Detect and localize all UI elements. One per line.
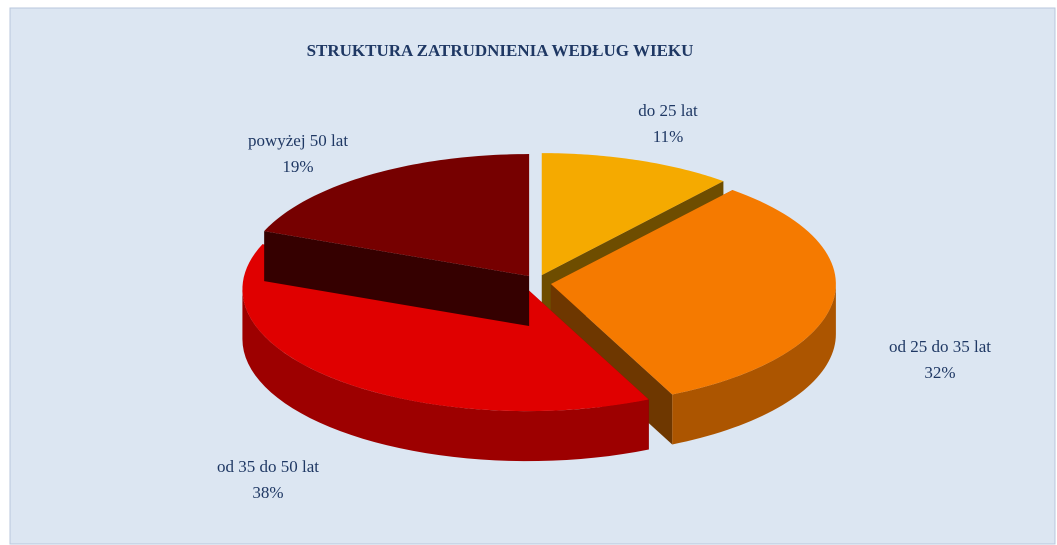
slice-rim [672,284,836,445]
chart-background [9,7,1056,545]
slice-value-label: 32% [924,363,955,382]
slice-label: do 25 lat [638,101,698,120]
slice-label: od 35 do 50 lat [217,457,319,476]
slice-rim [242,289,649,462]
slice-value-label: 11% [653,127,684,146]
slice-value-label: 38% [252,483,283,502]
slice-top [264,154,530,277]
chart-title: STRUKTURA ZATRUDNIENIA WEDŁUG WIEKU [307,41,694,60]
slice-top [550,190,836,395]
slice [264,154,530,327]
slice-label: powyżej 50 lat [248,131,348,150]
slice-wall [264,231,530,327]
slice-label: od 25 do 35 lat [889,337,991,356]
slice-value-label: 19% [282,157,313,176]
slice-top [541,153,724,276]
